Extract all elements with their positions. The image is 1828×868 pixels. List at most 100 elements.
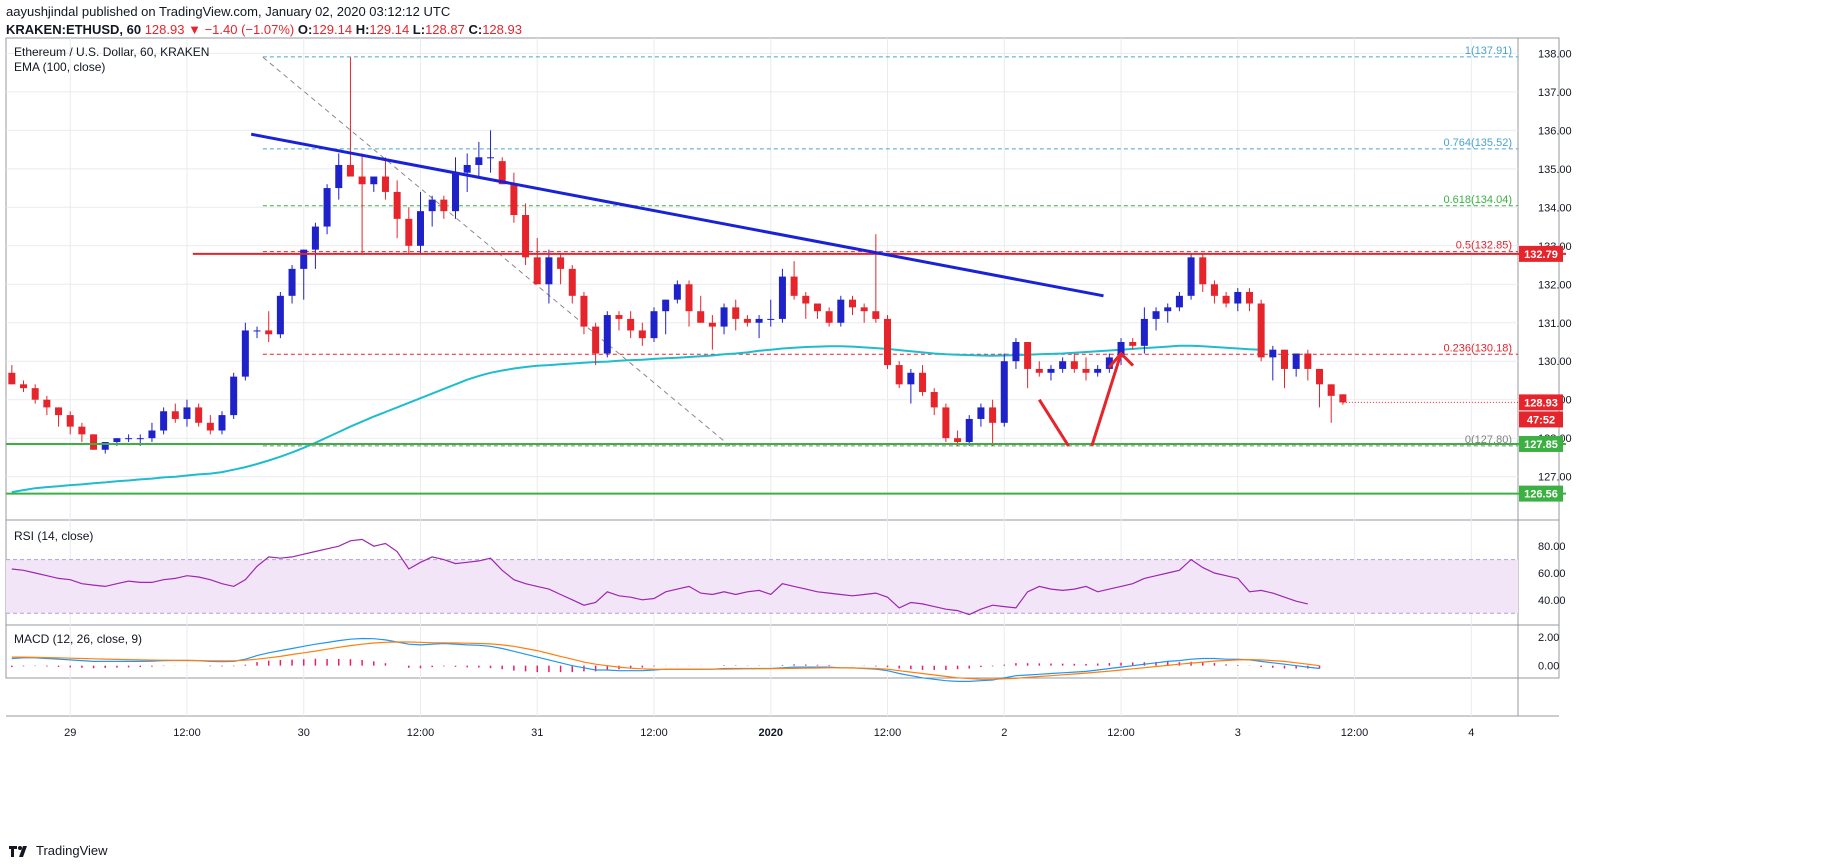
candle-body[interactable] xyxy=(1222,295,1230,304)
candle-body[interactable] xyxy=(428,199,436,212)
candle-body[interactable] xyxy=(662,299,670,312)
candle-body[interactable] xyxy=(1152,311,1160,319)
candle-body[interactable] xyxy=(136,438,144,440)
candle-body[interactable] xyxy=(732,307,740,319)
candle-body[interactable] xyxy=(1105,357,1113,369)
candle-body[interactable] xyxy=(1187,257,1195,296)
candle-body[interactable] xyxy=(8,372,16,385)
candle-body[interactable] xyxy=(615,315,623,319)
candle-body[interactable] xyxy=(522,215,530,258)
candle-body[interactable] xyxy=(965,418,973,443)
candle-body[interactable] xyxy=(813,303,821,312)
candle-body[interactable] xyxy=(1245,291,1253,304)
candle-body[interactable] xyxy=(697,311,705,323)
candle-body[interactable] xyxy=(755,318,763,323)
candle-body[interactable] xyxy=(1327,384,1335,396)
candle-body[interactable] xyxy=(1175,295,1183,308)
candle-body[interactable] xyxy=(66,415,74,427)
candle-body[interactable] xyxy=(603,315,611,354)
candle-body[interactable] xyxy=(977,407,985,419)
candle-body[interactable] xyxy=(1000,361,1008,423)
candle-body[interactable] xyxy=(335,164,343,189)
candle-body[interactable] xyxy=(720,307,728,327)
candle-body[interactable] xyxy=(195,407,203,423)
candle-body[interactable] xyxy=(90,434,98,450)
candle-body[interactable] xyxy=(265,330,273,335)
candle-body[interactable] xyxy=(113,438,121,443)
candle-body[interactable] xyxy=(1292,353,1300,369)
candle-body[interactable] xyxy=(1117,341,1125,358)
candle-body[interactable] xyxy=(989,407,997,423)
candle-body[interactable] xyxy=(1094,368,1102,373)
candle-body[interactable] xyxy=(370,176,378,185)
trend-line[interactable] xyxy=(250,132,1104,298)
macd-pane[interactable]: MACD (12, 26, close, 9) xyxy=(11,632,1321,682)
candle-body[interactable] xyxy=(1047,368,1055,373)
candle-body[interactable] xyxy=(825,311,833,323)
candle-body[interactable] xyxy=(568,268,576,296)
candle-body[interactable] xyxy=(1129,341,1137,346)
candle-body[interactable] xyxy=(288,268,296,296)
candle-body[interactable] xyxy=(1140,318,1148,346)
candle-body[interactable] xyxy=(20,384,28,389)
candle-body[interactable] xyxy=(1164,307,1172,312)
candle-body[interactable] xyxy=(954,438,962,443)
candle-body[interactable] xyxy=(743,318,751,323)
candle-body[interactable] xyxy=(708,322,716,327)
candle-body[interactable] xyxy=(790,276,798,296)
candle-body[interactable] xyxy=(440,199,448,212)
candle-body[interactable] xyxy=(78,426,86,435)
candle-body[interactable] xyxy=(125,438,133,440)
candle-body[interactable] xyxy=(930,392,938,408)
candle-body[interactable] xyxy=(498,161,506,185)
candle-body[interactable] xyxy=(43,399,51,408)
candle-body[interactable] xyxy=(31,388,39,400)
candle-body[interactable] xyxy=(1234,291,1242,304)
candle-body[interactable] xyxy=(942,407,950,439)
candle-body[interactable] xyxy=(848,299,856,308)
candle-body[interactable] xyxy=(311,226,319,250)
candle-body[interactable] xyxy=(1199,257,1207,285)
candle-body[interactable] xyxy=(416,211,424,246)
candle-body[interactable] xyxy=(1280,349,1288,369)
candle-body[interactable] xyxy=(230,376,238,416)
candle-body[interactable] xyxy=(510,184,518,216)
candle-body[interactable] xyxy=(907,372,915,385)
candle-body[interactable] xyxy=(919,372,927,393)
candle-body[interactable] xyxy=(1082,368,1090,373)
candle-body[interactable] xyxy=(884,318,892,366)
candle-body[interactable] xyxy=(533,257,541,285)
candle-body[interactable] xyxy=(837,299,845,323)
candle-body[interactable] xyxy=(1316,368,1324,385)
candle-body[interactable] xyxy=(148,430,156,439)
candle-body[interactable] xyxy=(346,164,354,177)
candle-body[interactable] xyxy=(673,284,681,300)
candle-body[interactable] xyxy=(767,318,775,320)
candle-body[interactable] xyxy=(860,307,868,312)
candle-body[interactable] xyxy=(101,442,109,450)
candle-body[interactable] xyxy=(393,191,401,219)
candle-body[interactable] xyxy=(1304,353,1312,369)
candle-body[interactable] xyxy=(580,295,588,327)
candle-body[interactable] xyxy=(358,176,366,185)
candle-body[interactable] xyxy=(627,318,635,331)
candle-body[interactable] xyxy=(183,407,191,419)
candle-body[interactable] xyxy=(206,422,214,431)
candle-body[interactable] xyxy=(557,257,565,269)
candle-body[interactable] xyxy=(452,172,460,212)
candle-body[interactable] xyxy=(685,284,693,312)
candle-body[interactable] xyxy=(1257,303,1265,358)
candle-body[interactable] xyxy=(872,311,880,319)
candle-body[interactable] xyxy=(1210,284,1218,296)
candle-body[interactable] xyxy=(638,330,646,339)
candle-body[interactable] xyxy=(1012,341,1020,362)
candle-body[interactable] xyxy=(592,326,600,354)
candle-body[interactable] xyxy=(463,164,471,173)
candle-body[interactable] xyxy=(650,311,658,339)
symbol[interactable]: KRAKEN:ETHUSD, 60 xyxy=(6,22,142,37)
candle-body[interactable] xyxy=(160,411,168,431)
candle-body[interactable] xyxy=(1035,368,1043,373)
candle-body[interactable] xyxy=(55,407,63,416)
candle-body[interactable] xyxy=(1269,349,1277,358)
